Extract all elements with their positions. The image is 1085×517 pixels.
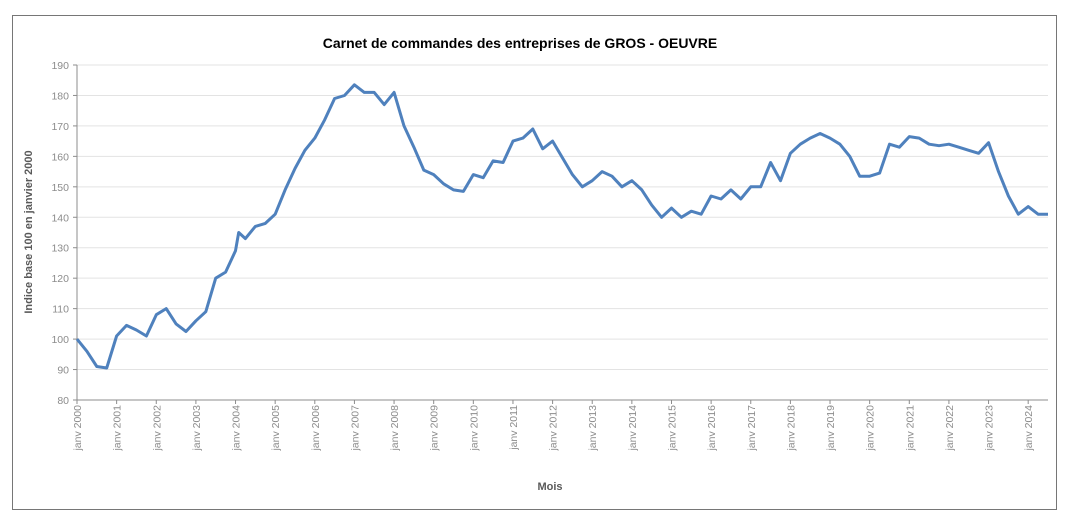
- x-tick-label: janv 2007: [349, 405, 361, 452]
- x-tick-label: janv 2023: [984, 405, 996, 452]
- x-tick-label: janv 2013: [587, 405, 599, 452]
- x-tick-label: janv 2024: [1023, 405, 1035, 452]
- y-axis-ticks: 80 90 100 110 120 130 140 150 160 170 180 190: [51, 60, 77, 407]
- x-tick-label: janv 2015: [666, 405, 678, 452]
- y-tick-label: 100: [51, 334, 69, 346]
- x-tick-label: janv 2003: [191, 405, 203, 452]
- y-tick-label: 80: [57, 395, 69, 407]
- x-tick-label: janv 2020: [865, 405, 877, 452]
- x-tick-label: janv 2009: [429, 405, 441, 452]
- x-tick-label: janv 2012: [548, 405, 560, 452]
- x-axis-ticks: janv 2000 janv 2001 janv 2002 janv 2003 janv…: [72, 400, 1035, 452]
- x-tick-label: janv 2000: [72, 405, 84, 452]
- x-tick-label: janv 2006: [310, 405, 322, 452]
- y-tick-label: 150: [51, 182, 69, 194]
- y-axis-title: Indice base 100 en janvier 2000: [23, 150, 35, 313]
- y-tick-label: 90: [57, 365, 69, 377]
- y-tick-label: 120: [51, 273, 69, 285]
- y-tick-label: 130: [51, 243, 69, 255]
- x-tick-label: janv 2005: [270, 405, 282, 452]
- x-tick-label: janv 2019: [825, 405, 837, 452]
- y-tick-label: 160: [51, 151, 69, 163]
- x-tick-label: janv 2022: [944, 405, 956, 452]
- x-tick-label: janv 2004: [231, 405, 243, 452]
- x-tick-label: janv 2017: [746, 405, 758, 452]
- chart-frame: [12, 15, 1057, 510]
- x-tick-label: janv 2008: [389, 405, 401, 452]
- y-tick-label: 140: [51, 212, 69, 224]
- y-tick-label: 110: [52, 304, 69, 316]
- x-tick-label: janv 2016: [706, 405, 718, 452]
- x-tick-label: janv 2011: [508, 405, 520, 451]
- x-tick-label: janv 2001: [112, 405, 124, 452]
- chart-title: Carnet de commandes des entreprises de G…: [323, 35, 717, 51]
- x-tick-label: janv 2002: [151, 405, 163, 452]
- series-line: [75, 83, 1048, 370]
- y-tick-label: 180: [51, 90, 69, 102]
- y-tick-label: 170: [51, 121, 69, 133]
- x-tick-label: janv 2014: [627, 405, 639, 452]
- x-tick-label: janv 2021: [904, 405, 916, 452]
- y-tick-label: 190: [51, 60, 69, 72]
- x-tick-label: janv 2010: [468, 405, 480, 452]
- x-axis-title: Mois: [537, 481, 562, 493]
- gridlines: [77, 64, 1048, 371]
- x-tick-label: janv 2018: [785, 405, 797, 452]
